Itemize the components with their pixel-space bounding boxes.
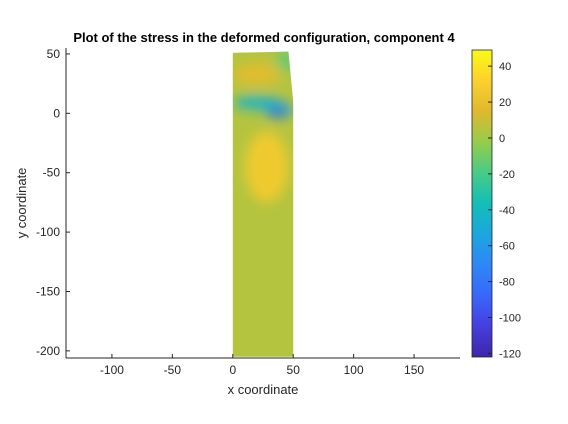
- colorbar-tick-label: -100: [499, 313, 521, 325]
- colorbar: 40 20 0 -20 -40 -60 -80 -100 -120: [471, 49, 521, 360]
- y-axis-label: y coordinate: [14, 168, 29, 239]
- x-tick-label: 0: [229, 363, 236, 377]
- y-tick-label: 0: [53, 106, 60, 120]
- x-tick-label: -50: [164, 363, 182, 377]
- colorbar-gradient: [471, 49, 493, 358]
- y-tick-label: -50: [43, 166, 61, 180]
- x-tick-label: 150: [404, 363, 424, 377]
- plot-area: -100 -50 0 50 100 150 -200 -150 -100 -50 0 50: [36, 47, 460, 377]
- x-tick-label: 100: [344, 363, 364, 377]
- field-feature-5: [232, 62, 282, 87]
- x-tick-label: -100: [100, 363, 124, 377]
- colorbar-tick-label: -40: [499, 205, 515, 217]
- y-tick-label: -100: [36, 225, 60, 239]
- colorbar-tick-label: -80: [499, 277, 515, 289]
- y-axis-ticks: -200 -150 -100 -50 0 50: [36, 47, 70, 358]
- colorbar-tick-label: 20: [499, 97, 511, 109]
- colorbar-tick-label: 0: [499, 133, 505, 145]
- y-tick-label: 50: [47, 47, 61, 61]
- colorbar-tick-label: -60: [499, 241, 515, 253]
- x-axis-ticks: -100 -50 0 50 100 150: [100, 354, 424, 377]
- colorbar-tick-label: -20: [499, 169, 515, 181]
- colorbar-tick-label: -120: [499, 348, 521, 360]
- field-feature-1: [264, 101, 294, 119]
- x-axis-label: x coordinate: [228, 382, 299, 397]
- y-tick-label: -200: [36, 344, 60, 358]
- field-feature-3: [244, 131, 289, 203]
- colorbar-tick-label: 40: [499, 61, 511, 73]
- chart-title: Plot of the stress in the deformed confi…: [73, 30, 455, 45]
- y-tick-label: -150: [36, 284, 60, 298]
- field-feature-2: [272, 110, 283, 119]
- x-tick-label: 50: [287, 363, 301, 377]
- colorbar-ticks: 40 20 0 -20 -40 -60 -80 -100 -120: [488, 61, 521, 360]
- stress-field: [232, 51, 294, 357]
